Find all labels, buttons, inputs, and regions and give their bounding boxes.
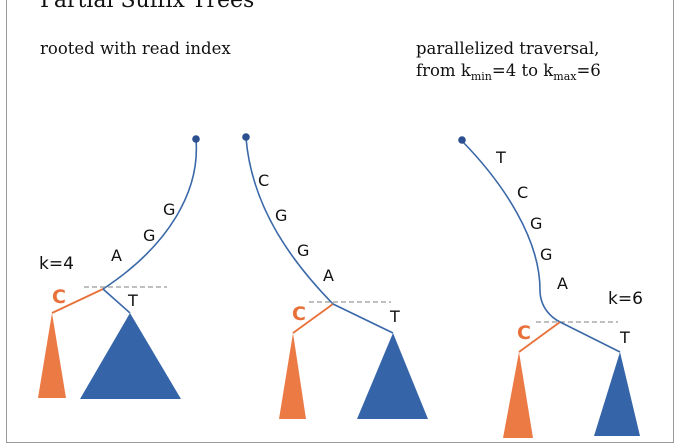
tree-2-t-subtree [357,333,428,419]
tree-2-root-node [242,133,250,141]
tree-3-c-edge [518,321,561,353]
kmax-subscript: max [553,70,577,83]
tree-2-label-a: A [323,266,334,285]
kmax-value: =6 [576,61,601,80]
tree-1-label-g2: G [143,226,155,245]
kmin-value: =4 to k [491,61,554,80]
subtitle-rooted: rooted with read index [40,39,231,58]
tree-2-c-edge [292,303,334,334]
tree-2-c-subtree [279,333,306,419]
tree-2-label-c: C [258,171,269,190]
tree-1-k-label: k=4 [39,254,74,274]
subtitle-from: from k [416,61,471,80]
tree-2: C G G A C T [242,133,428,419]
tree-1-t-edge [102,288,131,314]
tree-1-label-a: A [111,246,122,265]
tree-1: G G A C T k=4 [38,135,200,399]
tree-1-t-subtree [80,313,181,399]
tree-1-path-edge [102,139,198,290]
tree-3-label-a: A [557,274,568,293]
tree-3-t-edge [559,321,621,353]
tree-2-c-label: C [292,303,306,325]
tree-2-t-edge [332,303,394,334]
tree-2-t-label: T [389,307,400,326]
tree-1-c-label: C [52,286,66,308]
tree-3-label-t: T [495,148,506,167]
tree-3-c-subtree [503,352,533,438]
tree-3-label-c: C [517,183,528,202]
tree-3-t-subtree [594,352,640,436]
tree-3-k-label: k=6 [608,289,643,309]
tree-1-c-subtree [38,313,66,398]
tree-2-label-g2: G [297,241,309,260]
subtitle-line1: parallelized traversal, [416,39,600,58]
subtitle-parallelized: parallelized traversal, from kmin=4 to k… [416,38,601,88]
figure-title: Partial Suffix Trees [40,0,255,13]
tree-3-t-label: T [619,328,630,347]
tree-1-t-label: T [127,291,138,310]
kmin-subscript: min [470,70,492,83]
tree-2-label-g1: G [275,206,287,225]
tree-2-path-edge [245,137,334,305]
tree-3-label-g1: G [530,214,542,233]
tree-1-c-edge [51,288,104,314]
tree-3-root-node [458,136,466,144]
tree-1-root-node [192,135,200,143]
tree-3-path-edge [461,140,561,323]
tree-3-label-g2: G [540,245,552,264]
tree-3-c-label: C [517,322,531,344]
tree-3: T C G G A C T k=6 [458,136,643,438]
tree-1-label-g1: G [163,200,175,219]
